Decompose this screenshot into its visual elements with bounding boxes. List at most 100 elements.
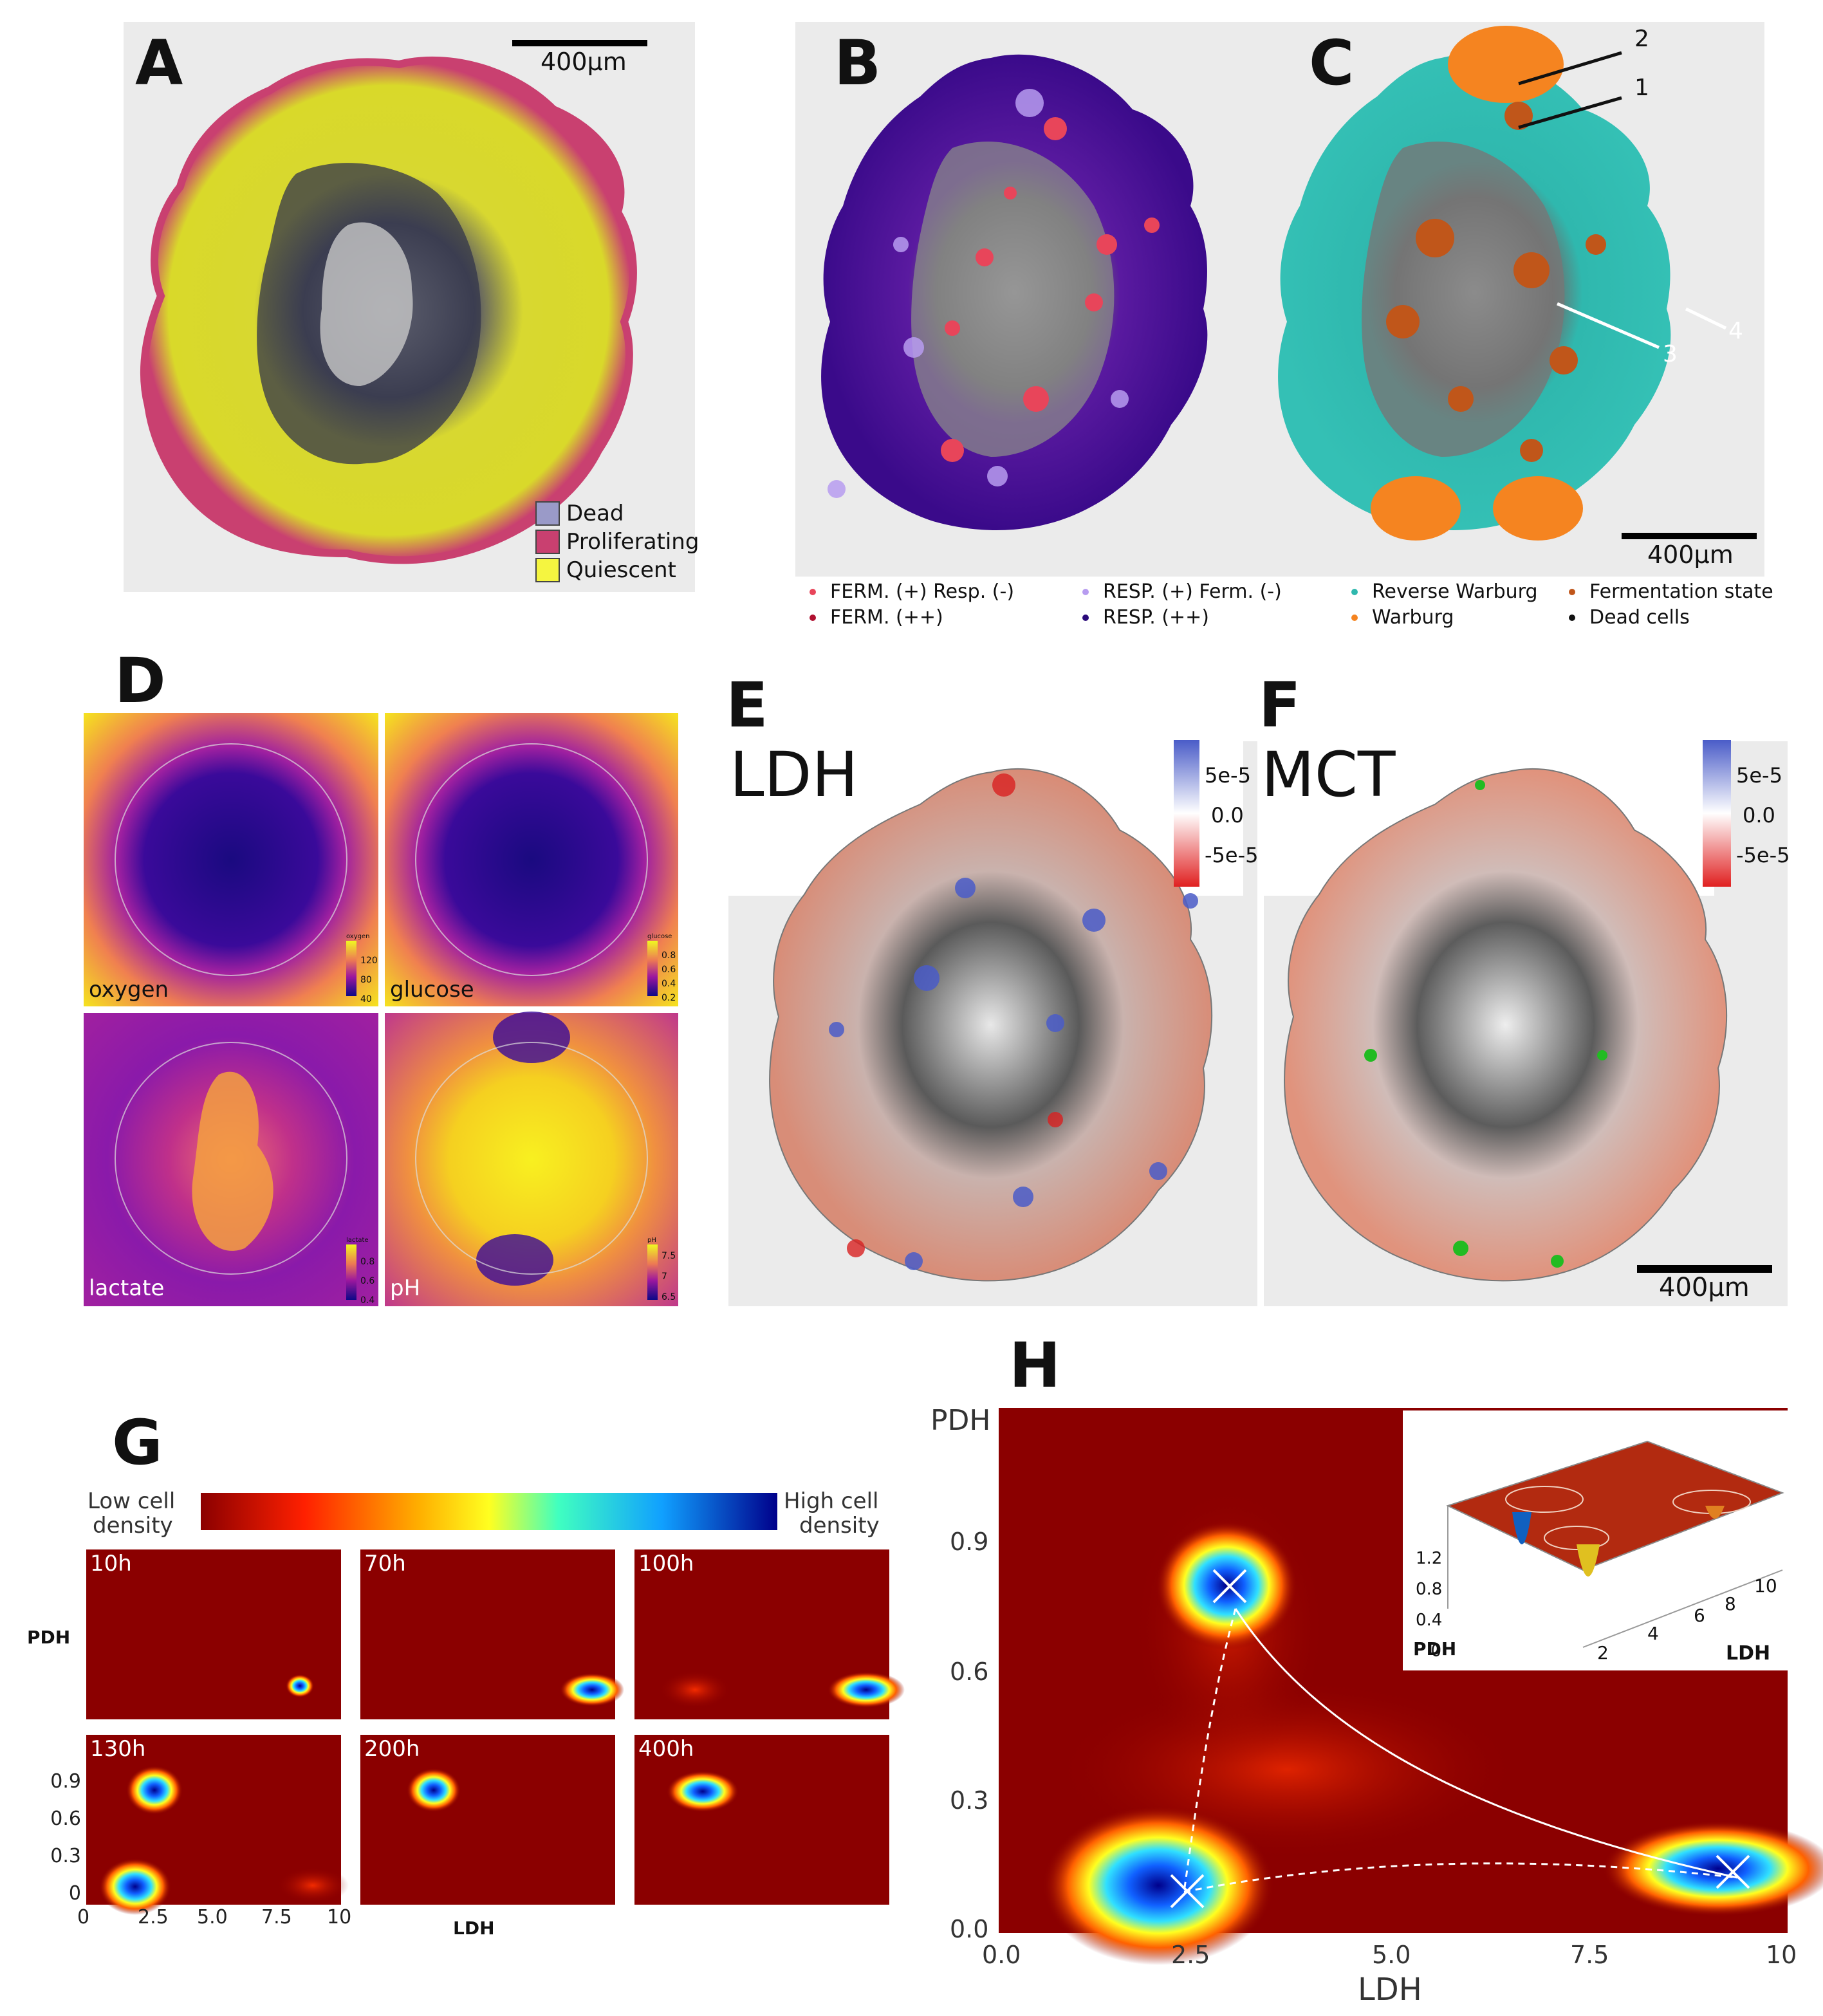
legend-label-ferm-pp: FERM. (++) — [830, 606, 943, 629]
panel-d-lactate-hotspot — [192, 1071, 273, 1251]
panel-g-yticks: 0.9 0.6 0.3 0 — [48, 1763, 81, 1912]
panel-h-inset-xlabel: LDH — [1726, 1642, 1771, 1665]
panel-a-scalebar — [512, 40, 647, 46]
panel-c-callout-3-line — [1557, 302, 1660, 349]
panel-h-xtick-7.5: 7.5 — [1570, 1941, 1609, 1969]
tick: 0.0 — [1211, 803, 1244, 828]
legend-item-reverse-warburg: Reverse Warburg — [1351, 580, 1538, 603]
panel-f-scalebar-label: 400µm — [1659, 1273, 1750, 1302]
panel-g-xtick-0: 0 — [77, 1906, 90, 1928]
panel-h-inset-xaxis — [1582, 1569, 1783, 1648]
panel-c-scalebar — [1622, 533, 1757, 539]
z-tick: 1.2 — [1416, 1549, 1443, 1568]
panel-b-respiration-spots — [828, 89, 1129, 498]
legend-item-ferm-pp: FERM. (++) — [810, 606, 943, 629]
legend-label-ferm-plus: FERM. (+) Resp. (-) — [830, 580, 1015, 603]
legend-label-quiescent: Quiescent — [566, 557, 676, 583]
low-density-line-1: Low cell — [88, 1488, 176, 1514]
legend-item-ferm-plus: FERM. (+) Resp. (-) — [810, 580, 1014, 603]
tick: -5e-5 — [1736, 843, 1790, 867]
panel-h-inset-xtick-2: 2 — [1597, 1642, 1609, 1663]
y-tick: 0.3 — [50, 1845, 81, 1867]
panel-c-callout-4-line — [1685, 307, 1727, 330]
panel-h-xtick-5.0: 5.0 — [1372, 1941, 1411, 1969]
tick: 0.8 — [662, 950, 676, 961]
panel-d-ph-low-top — [493, 1012, 570, 1063]
panel-d-oxygen-outline — [115, 743, 347, 976]
panel-g-time-400h: 400h — [638, 1736, 694, 1762]
panel-d-oxygen-ticks: 120 80 40 — [360, 951, 378, 1009]
panel-d-ph-scale-title: pH — [647, 1237, 656, 1244]
legend-label-warburg: Warburg — [1372, 606, 1454, 629]
panel-h-attractor-low — [1042, 1806, 1274, 1965]
y-tick: 0 — [68, 1882, 81, 1905]
z-tick: 0.8 — [1416, 1580, 1443, 1599]
legend-dot-fermentation-state — [1569, 588, 1575, 595]
panel-bc-legend: FERM. (+) Resp. (-) FERM. (++) RESP. (+)… — [810, 580, 1775, 638]
legend-item-dead-cells: Dead cells — [1569, 606, 1690, 629]
panel-a-necrotic-center — [320, 222, 413, 386]
y-tick: 0.6 — [50, 1808, 81, 1830]
tick: 0.4 — [662, 979, 676, 989]
panel-h-inset-surface — [1446, 1440, 1784, 1571]
panel-b-letter: B — [834, 27, 882, 99]
panel-h-xlabel: LDH — [1358, 1972, 1422, 2008]
panel-d-glucose-map — [385, 713, 678, 1006]
panel-g-xtick-5.0: 5.0 — [197, 1906, 228, 1928]
panel-g-xtick-2.5: 2.5 — [138, 1906, 169, 1928]
panel-h-attractor-high-ldh — [1602, 1821, 1823, 1916]
panel-d-oxygen-label: oxygen — [89, 977, 169, 1003]
panel-c-letter: C — [1309, 27, 1355, 99]
tick: 80 — [360, 975, 372, 985]
panel-c-callout-2-line — [1518, 51, 1622, 86]
panel-d-oxygen-map — [84, 713, 378, 1006]
tick: 0.2 — [662, 993, 676, 1003]
panel-g-time-10h: 10h — [90, 1551, 132, 1577]
panel-g-ylabel: PDH — [27, 1627, 71, 1648]
tick: 6.5 — [662, 1292, 676, 1302]
tick: 40 — [360, 994, 372, 1004]
panel-h-inset-well-1 — [1512, 1512, 1532, 1544]
panel-c-scalebar-label: 400µm — [1647, 541, 1734, 569]
panel-e-letter: E — [726, 669, 768, 741]
panel-g-heatmap-400h — [634, 1735, 889, 1905]
panel-e-colorbar — [1174, 740, 1199, 887]
panel-d-oxygen-colorbar — [346, 941, 356, 996]
legend-label-reverse-warburg: Reverse Warburg — [1372, 580, 1538, 603]
panel-g-heatmap-130h — [86, 1735, 349, 1915]
panel-h-inset-ylabel: PDH — [1413, 1638, 1457, 1660]
legend-dot-ferm-plus — [810, 588, 816, 595]
tick: 120 — [360, 956, 378, 966]
legend-item-warburg: Warburg — [1351, 606, 1454, 629]
panel-d-lactate-label: lactate — [89, 1275, 165, 1301]
panel-c-fermentation-spots — [1386, 102, 1606, 462]
panel-e-tumor — [769, 768, 1213, 1282]
panel-g-colorbar — [201, 1493, 777, 1530]
z-tick: 0.4 — [1416, 1611, 1443, 1630]
high-density-line-2: density — [799, 1513, 880, 1539]
panel-g-time-100h: 100h — [638, 1551, 694, 1577]
legend-dot-ferm-pp — [810, 614, 816, 621]
panel-g-xlabel: LDH — [453, 1918, 495, 1939]
legend-swatch-dead — [535, 501, 560, 526]
panel-c-callout-3: 3 — [1663, 341, 1678, 367]
panel-b-fermentation-spots — [941, 117, 1160, 462]
panel-g-xtick-7.5: 7.5 — [261, 1906, 292, 1928]
panel-b-core — [911, 142, 1115, 457]
legend-item-quiescent: Quiescent — [535, 556, 699, 584]
panel-d-letter: D — [115, 645, 166, 717]
panel-d-oxygen-scale-title: oxygen — [346, 933, 370, 940]
panel-g-time-130h: 130h — [90, 1736, 146, 1762]
panel-g-heatmap-100h — [634, 1549, 905, 1719]
panel-g-letter: G — [112, 1407, 163, 1479]
legend-label-proliferating: Proliferating — [566, 529, 699, 555]
legend-item-dead: Dead — [535, 499, 699, 528]
panel-f-colorbar-ticks: 5e-5 0.0 -5e-5 — [1736, 755, 1790, 875]
tick: 5e-5 — [1205, 763, 1251, 788]
panel-e-colorbar-ticks: 5e-5 0.0 -5e-5 — [1205, 755, 1259, 875]
panel-h-ylabel: PDH — [930, 1404, 991, 1437]
legend-dot-resp-plus — [1082, 588, 1089, 595]
panel-d-glucose-colorbar — [647, 941, 658, 996]
panel-h-letter: H — [1009, 1329, 1061, 1401]
